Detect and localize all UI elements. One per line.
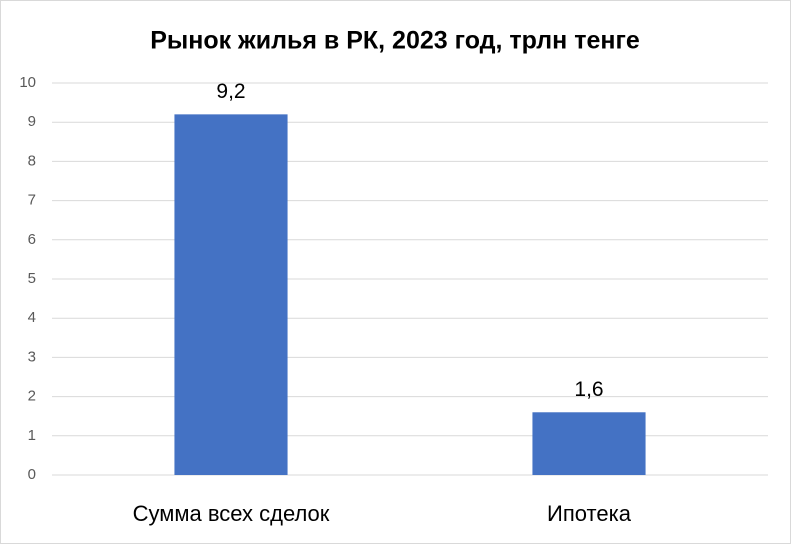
y-tick-label: 7 <box>28 192 36 209</box>
y-tick-label: 4 <box>28 309 36 326</box>
y-tick-label: 10 <box>19 74 36 91</box>
y-tick-label: 5 <box>28 270 36 287</box>
value-label: 1,6 <box>574 378 603 401</box>
x-tick-label: Ипотека <box>547 501 632 526</box>
value-label: 9,2 <box>216 80 245 103</box>
y-tick-label: 0 <box>28 466 36 483</box>
chart-title: Рынок жилья в РК, 2023 год, трлн тенге <box>150 27 640 55</box>
y-tick-label: 1 <box>28 427 36 444</box>
bar <box>174 114 288 476</box>
y-tick-label: 8 <box>28 152 36 169</box>
x-tick-label: Сумма всех сделок <box>133 501 330 526</box>
y-tick-label: 3 <box>28 348 36 365</box>
bar <box>532 412 646 475</box>
y-tick-label: 9 <box>28 113 36 130</box>
y-tick-label: 6 <box>28 231 36 248</box>
y-tick-label: 2 <box>28 388 36 405</box>
